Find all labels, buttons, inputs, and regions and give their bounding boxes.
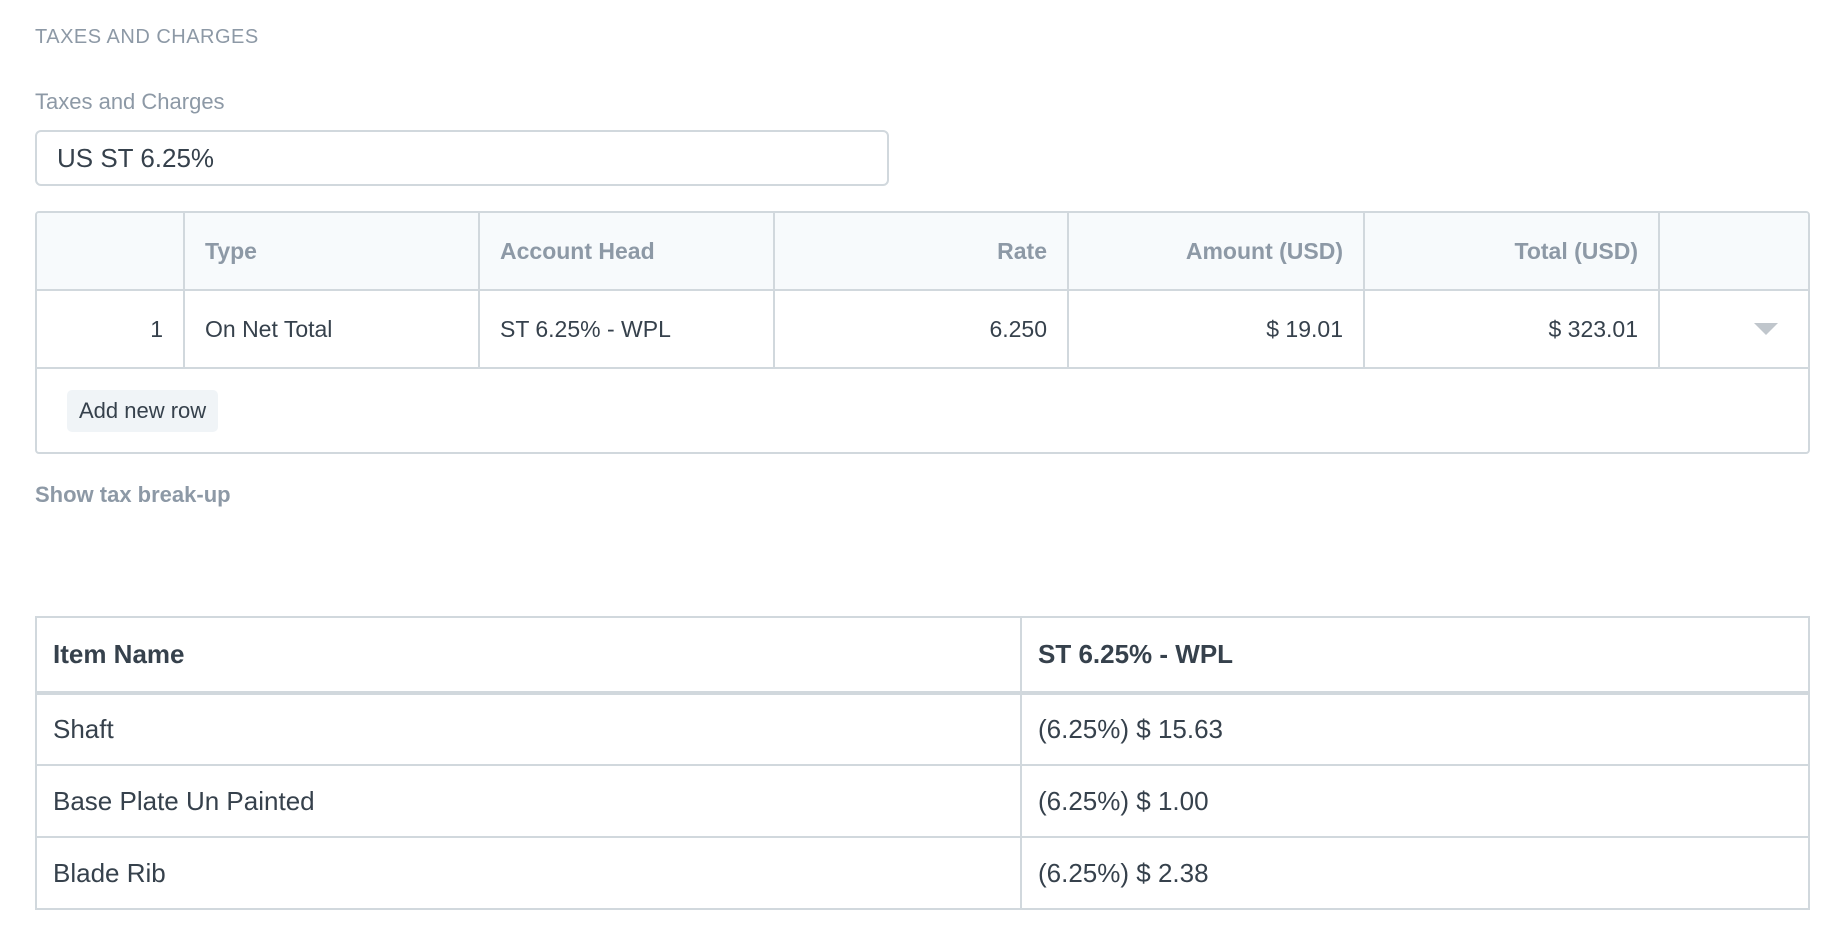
row-index: 1 [37, 291, 185, 367]
grid-header-row: Type Account Head Rate Amount (USD) Tota… [37, 213, 1808, 291]
row-amount[interactable]: $ 19.01 [1069, 291, 1365, 367]
row-rate[interactable]: 6.250 [775, 291, 1069, 367]
table-row: Base Plate Un Painted (6.25%) $ 1.00 [35, 764, 1810, 838]
row-account-head[interactable]: ST 6.25% - WPL [480, 291, 775, 367]
add-new-row-button[interactable]: Add new row [67, 390, 219, 432]
table-row: Shaft (6.25%) $ 15.63 [35, 692, 1810, 766]
row-expand[interactable] [1660, 291, 1808, 367]
tax-breakup-table: Item Name ST 6.25% - WPL Shaft (6.25%) $… [35, 616, 1810, 910]
breakup-header-row: Item Name ST 6.25% - WPL [35, 616, 1810, 695]
row-type[interactable]: On Net Total [185, 291, 480, 367]
taxes-grid: Type Account Head Rate Amount (USD) Tota… [35, 211, 1810, 454]
row-total[interactable]: $ 323.01 [1365, 291, 1660, 367]
grid-header-rate: Rate [775, 213, 1069, 289]
item-name: Base Plate Un Painted [35, 764, 1022, 838]
grid-header-type: Type [185, 213, 480, 289]
grid-header-index [37, 213, 185, 289]
item-name: Shaft [35, 692, 1022, 766]
grid-header-account-head: Account Head [480, 213, 775, 289]
grid-row[interactable]: 1 On Net Total ST 6.25% - WPL 6.250 $ 19… [37, 291, 1808, 369]
header-item-name: Item Name [35, 616, 1022, 695]
header-tax-account: ST 6.25% - WPL [1020, 616, 1810, 695]
item-tax: (6.25%) $ 15.63 [1020, 692, 1810, 766]
grid-header-actions [1660, 213, 1808, 289]
show-tax-breakup-link[interactable]: Show tax break-up [35, 482, 231, 507]
caret-down-icon[interactable] [1754, 323, 1778, 335]
taxes-and-charges-input[interactable]: US ST 6.25% [35, 130, 889, 186]
item-tax: (6.25%) $ 2.38 [1020, 836, 1810, 910]
section-title: TAXES AND CHARGES [35, 26, 259, 48]
grid-header-amount: Amount (USD) [1069, 213, 1365, 289]
grid-header-total: Total (USD) [1365, 213, 1660, 289]
table-row: Blade Rib (6.25%) $ 2.38 [35, 836, 1810, 910]
item-name: Blade Rib [35, 836, 1022, 910]
item-tax: (6.25%) $ 1.00 [1020, 764, 1810, 838]
taxes-field-label: Taxes and Charges [35, 89, 225, 114]
